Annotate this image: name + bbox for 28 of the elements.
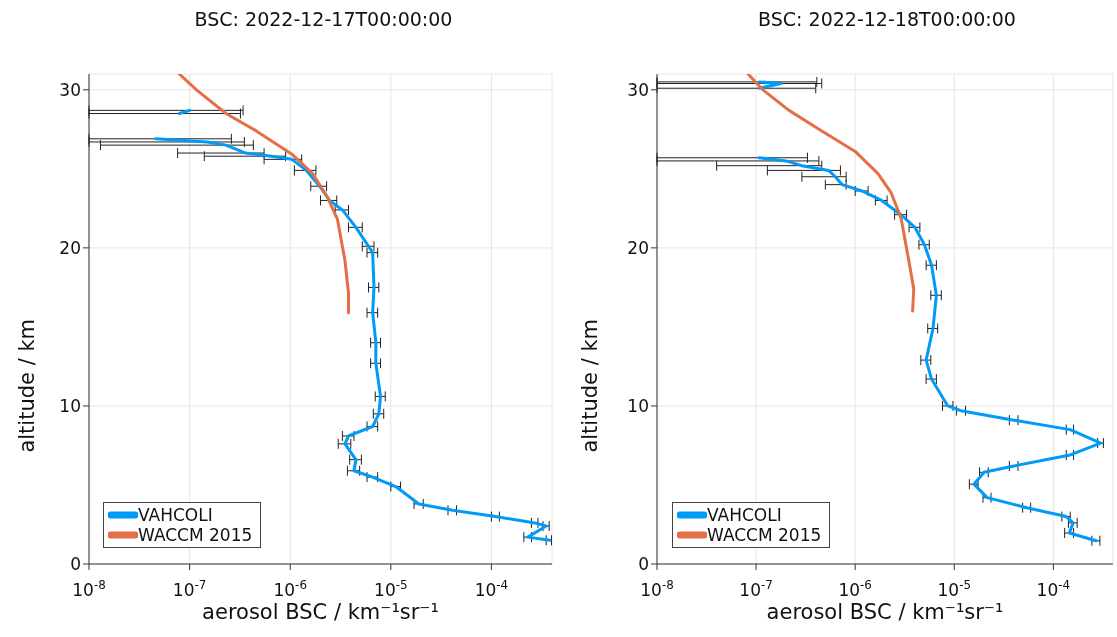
y-tick-label: 0 xyxy=(70,554,81,575)
legend-label: VAHCOLI xyxy=(707,505,782,525)
y-tick-label: 0 xyxy=(638,554,649,575)
y-axis-title: altitude / km xyxy=(578,319,603,453)
x-tick-label: 10$^{-8}$ xyxy=(72,578,106,600)
x-tick-label: 10$^{-5}$ xyxy=(374,578,408,600)
y-tick-label: 30 xyxy=(627,79,649,100)
legend-label: VAHCOLI xyxy=(138,505,213,525)
y-tick-label: 20 xyxy=(627,237,649,258)
x-tick-label: 10$^{-6}$ xyxy=(838,578,872,600)
x-axis-title: aerosol BSC / km⁻¹sr⁻¹ xyxy=(202,600,439,624)
y-tick-label: 10 xyxy=(59,395,81,416)
x-tick-label: 10$^{-4}$ xyxy=(474,578,509,600)
y-tick-label: 30 xyxy=(59,79,81,100)
chart-title: BSC: 2022-12-17T00:00:00 xyxy=(193,8,454,30)
x-tick-label: 10$^{-4}$ xyxy=(1036,578,1071,600)
legend-label: WACCM 2015 xyxy=(138,525,253,545)
x-tick-label: 10$^{-7}$ xyxy=(172,578,207,600)
x-tick-label: 10$^{-5}$ xyxy=(937,578,972,600)
x-tick-label: 10$^{-7}$ xyxy=(739,578,773,600)
x-axis-title: aerosol BSC / km⁻¹sr⁻¹ xyxy=(766,600,1004,624)
chart-title: BSC: 2022-12-18T00:00:00 xyxy=(757,8,1017,30)
x-tick-label: 10$^{-8}$ xyxy=(640,578,674,600)
legend-label: WACCM 2015 xyxy=(707,525,822,545)
x-tick-label: 10$^{-6}$ xyxy=(273,578,307,600)
y-tick-label: 20 xyxy=(59,237,81,258)
y-tick-label: 10 xyxy=(627,395,649,416)
y-axis-title: altitude / km xyxy=(15,319,40,453)
